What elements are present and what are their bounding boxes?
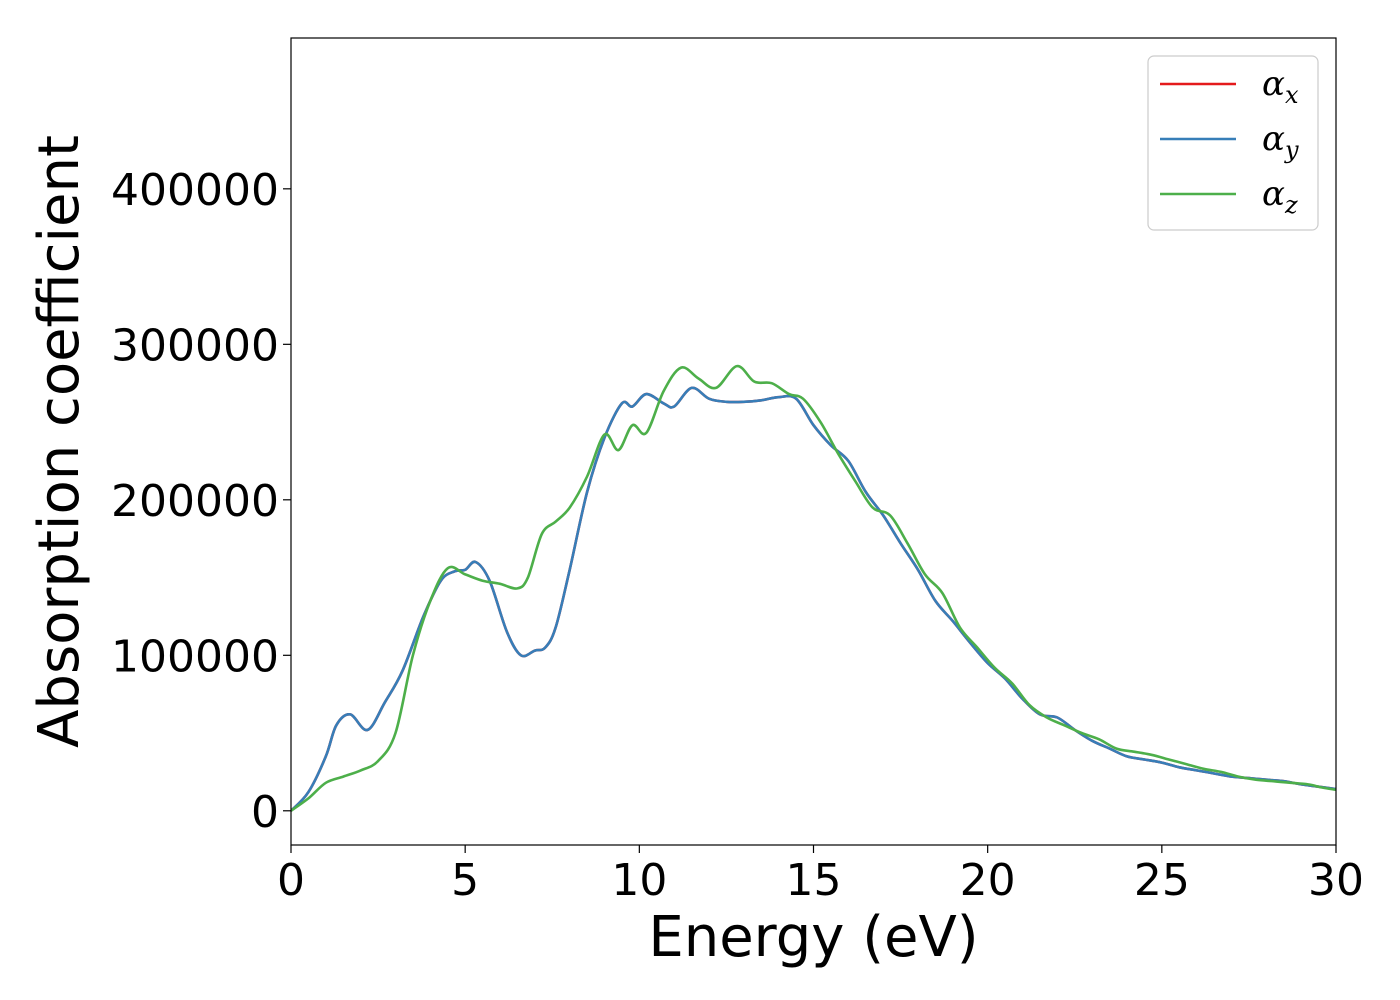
x-tick-label: 5 — [451, 855, 479, 906]
series-line-z — [291, 364, 1336, 812]
y-axis-ticks: 0 100000 200000 300000 400000 — [111, 165, 291, 838]
x-axis-title: Energy (eV) — [648, 905, 978, 970]
legend-label-y: αy — [1262, 119, 1299, 164]
y-tick-label: 300000 — [111, 320, 279, 371]
x-axis-ticks: 0 5 10 15 20 25 30 — [277, 845, 1364, 906]
y-axis-title: Absorption coefficient — [27, 135, 92, 748]
x-tick-label: 20 — [960, 855, 1016, 906]
legend-label-z: αz — [1262, 174, 1298, 219]
legend: αx αy αz — [1147, 55, 1319, 231]
x-tick-label: 25 — [1134, 855, 1190, 906]
x-tick-label: 15 — [786, 855, 842, 906]
legend-box — [1147, 55, 1319, 231]
series-layer — [291, 364, 1336, 812]
series-line-y — [291, 386, 1336, 812]
y-tick-label: 0 — [251, 787, 279, 838]
y-tick-label: 400000 — [111, 165, 279, 216]
x-tick-label: 0 — [277, 855, 305, 906]
x-tick-label: 10 — [611, 855, 667, 906]
legend-label-x: αx — [1262, 64, 1299, 109]
y-tick-label: 200000 — [111, 476, 279, 527]
y-tick-label: 100000 — [111, 631, 279, 682]
x-tick-label: 30 — [1308, 855, 1364, 906]
